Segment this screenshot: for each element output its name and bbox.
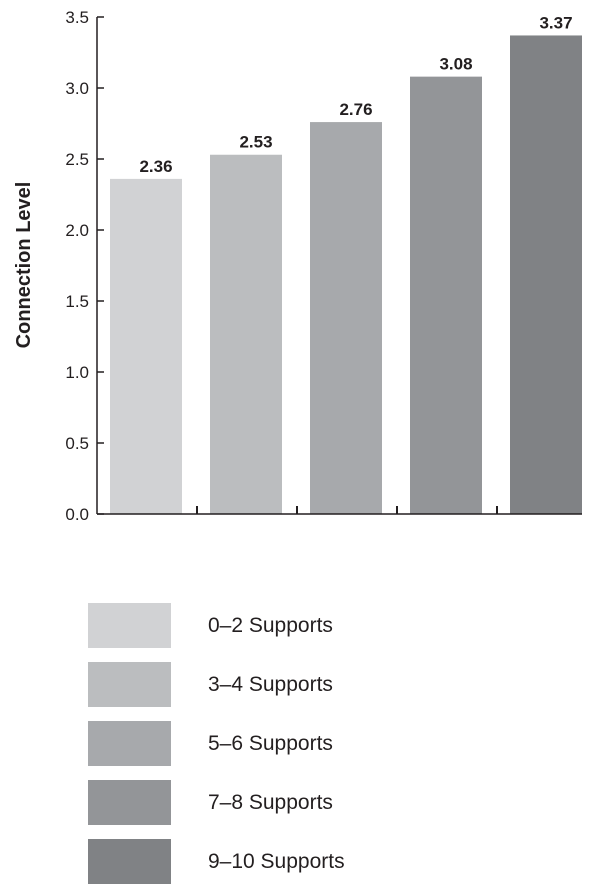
- bar-value-label: 2.76: [339, 100, 372, 119]
- y-tick-label: 1.5: [65, 292, 89, 311]
- bars: 2.36 2.53 2.76 3.08 3.37: [110, 13, 582, 515]
- legend-label: 9–10 Supports: [208, 849, 345, 873]
- legend-label: 7–8 Supports: [208, 790, 333, 814]
- bar: [310, 122, 382, 514]
- legend-swatch: [88, 780, 171, 825]
- legend-label: 0–2 Supports: [208, 613, 333, 637]
- legend-swatch: [88, 662, 171, 707]
- legend-swatch: [88, 839, 171, 884]
- y-tick-label: 0.5: [65, 434, 89, 453]
- bar-value-label: 3.37: [539, 13, 572, 32]
- y-tick-label: 0.0: [65, 505, 89, 524]
- legend-item-7-8: 7–8 Supports: [88, 773, 345, 832]
- bar: [510, 35, 582, 515]
- legend-item-5-6: 5–6 Supports: [88, 714, 345, 773]
- bar-value-label: 2.36: [139, 157, 172, 176]
- y-tick-label: 3.5: [65, 8, 89, 27]
- y-tick-label: 3.0: [65, 79, 89, 98]
- legend-swatch: [88, 721, 171, 766]
- legend: 0–2 Supports 3–4 Supports 5–6 Supports 7…: [88, 596, 345, 891]
- bar-value-label: 2.53: [239, 133, 272, 152]
- y-axis-ticks: 0.0 0.5 1.0 1.5 2.0 2.5 3.0 3.5: [65, 8, 104, 524]
- y-tick-label: 2.5: [65, 150, 89, 169]
- legend-item-3-4: 3–4 Supports: [88, 655, 345, 714]
- bar: [410, 76, 482, 514]
- y-tick-label: 1.0: [65, 363, 89, 382]
- bar: [210, 154, 282, 515]
- axes: [96, 17, 582, 515]
- legend-swatch: [88, 603, 171, 648]
- legend-item-0-2: 0–2 Supports: [88, 596, 345, 655]
- legend-item-9-10: 9–10 Supports: [88, 832, 345, 891]
- legend-label: 5–6 Supports: [208, 731, 333, 755]
- legend-label: 3–4 Supports: [208, 672, 333, 696]
- bar: [110, 178, 182, 514]
- y-tick-label: 2.0: [65, 221, 89, 240]
- bar-value-label: 3.08: [439, 55, 472, 74]
- y-axis-title: Connection Level: [13, 182, 35, 349]
- bar-chart: Connection Level 0.0 0.5 1.0 1.5 2.0 2.5 3.0 3.…: [13, 8, 582, 524]
